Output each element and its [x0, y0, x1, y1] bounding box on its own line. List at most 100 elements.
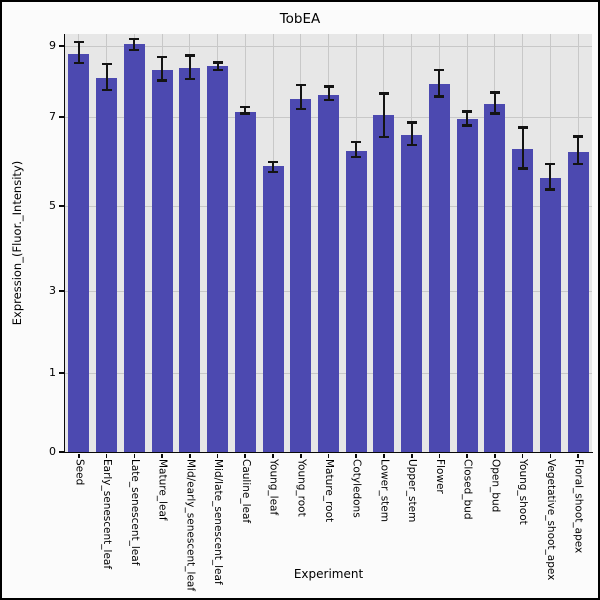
y-tick-mark [59, 116, 64, 118]
error-cap-top [73, 41, 84, 44]
x-tick-mark [216, 453, 219, 458]
error-whisker [438, 68, 441, 98]
x-tick-label-mature-leaf: Mature_leaf [156, 459, 169, 521]
error-bar-cauline-leaf [240, 105, 251, 115]
y-tick-label: 7 [49, 110, 56, 123]
y-tick-mark [59, 290, 64, 292]
error-cap-top [212, 61, 223, 64]
error-bar-mature-leaf [157, 55, 168, 82]
x-tick-mark [494, 453, 496, 458]
error-bar-young-shoot [517, 126, 528, 170]
error-cap-bottom [184, 77, 195, 81]
x-tick-label-lower-stem: Lower_stem [378, 459, 391, 522]
x-tick-label-open-bud: Open_bud [489, 459, 502, 513]
error-cap-top [545, 162, 556, 166]
error-bar-lower-stem [378, 92, 389, 138]
bar-young-leaf [262, 165, 284, 452]
error-cap-bottom [212, 68, 223, 72]
error-cap-bottom [434, 95, 445, 98]
error-cap-bottom [268, 170, 279, 174]
bar-mid-late-senescent-leaf [207, 66, 229, 452]
bar-young-shoot [512, 149, 534, 452]
x-tick-mark [244, 453, 247, 458]
x-tick-label-mature-root: Mature_root [323, 459, 335, 523]
error-whisker [466, 110, 469, 127]
error-cap-top [240, 105, 251, 109]
bar-young-root [290, 98, 312, 452]
y-tick-mark [59, 205, 64, 207]
plot-area [65, 34, 592, 452]
error-cap-bottom [323, 98, 334, 102]
x-tick-mark [410, 453, 413, 458]
y-tick-label: 0 [49, 445, 56, 458]
error-cap-top [489, 91, 500, 94]
x-tick-label-vegetative-shoot-apex: Vegetative_shoot_apex [544, 459, 557, 581]
error-cap-bottom [240, 112, 251, 115]
y-axis-label: Expression_(Fluor._Intensity) [10, 160, 24, 326]
error-bar-mid-late-senescent-leaf [212, 61, 223, 72]
x-tick-mark [383, 453, 385, 458]
error-bar-floral-shoot-apex [573, 135, 584, 166]
x-tick-label-young-shoot: Young_shoot [517, 459, 530, 525]
error-cap-top [462, 110, 473, 113]
bar-mid-early-senescent-leaf [179, 68, 201, 452]
error-whisker [188, 54, 191, 81]
error-cap-top [129, 37, 140, 41]
y-tick-label: 5 [49, 199, 56, 212]
bar-flower [428, 83, 450, 452]
x-tick-label-mid-early-senescent-leaf: Mid/early_senescent_leaf [184, 459, 197, 592]
x-tick-mark [105, 453, 108, 458]
error-whisker [133, 37, 136, 51]
error-whisker [77, 41, 80, 65]
x-tick-label-late-senescent-leaf: Late_senescent_leaf [128, 459, 141, 566]
error-bar-cotyledons [351, 141, 362, 159]
x-tick-mark [327, 453, 330, 458]
error-cap-bottom [573, 163, 584, 166]
error-cap-top [184, 54, 195, 57]
chart-title: TobEA [279, 11, 321, 27]
error-whisker [382, 92, 385, 138]
error-cap-bottom [378, 135, 389, 138]
horizontal-gridline [65, 45, 592, 47]
error-bar-flower [434, 68, 445, 98]
bar-seed [68, 54, 90, 452]
y-tick-mark [59, 451, 64, 453]
error-whisker [161, 55, 164, 82]
error-cap-top [573, 135, 584, 138]
error-whisker [299, 83, 302, 111]
x-tick-label-upper-stem: Upper_stem [406, 459, 419, 523]
error-cap-top [101, 63, 112, 66]
error-cap-top [434, 68, 445, 72]
x-tick-label-closed-bud: Closed_bud [461, 459, 474, 520]
bar-closed-bud [456, 118, 478, 452]
error-bar-mature-root [323, 85, 334, 102]
y-tick-label: 3 [49, 284, 56, 297]
bar-vegetative-shoot-apex [539, 177, 561, 452]
x-tick-mark [466, 453, 468, 458]
error-bar-mid-early-senescent-leaf [184, 54, 195, 81]
error-whisker [355, 141, 358, 159]
error-cap-top [517, 126, 528, 129]
x-tick-mark [189, 453, 191, 458]
error-bar-young-root [295, 83, 306, 111]
y-tick-mark [59, 372, 64, 374]
error-cap-bottom [129, 48, 140, 51]
error-whisker [549, 162, 552, 191]
bar-cauline-leaf [234, 112, 256, 452]
error-cap-bottom [489, 112, 500, 115]
x-tick-mark [549, 453, 552, 458]
y-tick-label: 9 [49, 39, 56, 52]
error-whisker [577, 135, 580, 166]
error-cap-bottom [295, 107, 306, 111]
x-tick-mark [299, 453, 302, 458]
x-tick-label-early-senescent-leaf: Early_senescent_leaf [101, 459, 114, 570]
bar-floral-shoot-apex [567, 152, 589, 452]
error-cap-bottom [73, 61, 84, 65]
error-bar-open-bud [489, 91, 500, 115]
x-tick-label-flower: Flower [433, 459, 446, 494]
error-bar-closed-bud [462, 110, 473, 127]
error-whisker [244, 105, 247, 115]
y-tick-label: 1 [49, 366, 56, 379]
error-whisker [327, 85, 330, 102]
error-cap-bottom [351, 155, 362, 159]
